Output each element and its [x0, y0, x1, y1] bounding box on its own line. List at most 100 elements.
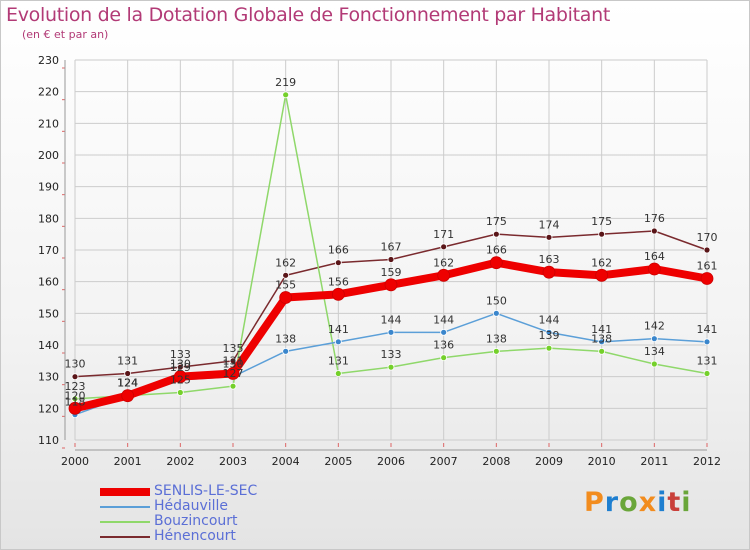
data-point-henencourt — [334, 259, 342, 267]
x-tick-label: 2007 — [430, 455, 458, 468]
data-label-bouzincourt: 133 — [381, 348, 402, 361]
x-tick-label: 2006 — [377, 455, 405, 468]
data-point-senlis-le-sec — [700, 272, 714, 285]
data-point-henencourt — [545, 233, 553, 241]
legend-swatch — [100, 536, 150, 538]
data-label-henencourt: 167 — [381, 241, 402, 254]
y-tick-label: 220 — [38, 86, 59, 99]
y-tick-label: 210 — [38, 117, 59, 130]
y-tick-label: 130 — [38, 371, 59, 384]
x-tick-label: 2011 — [640, 455, 668, 468]
data-label-hedauville: 144 — [433, 313, 454, 326]
legend-swatch — [100, 521, 150, 523]
y-tick-label: 160 — [38, 276, 59, 289]
data-label-hedauville: 141 — [697, 323, 718, 336]
data-label-henencourt: 174 — [539, 218, 560, 231]
data-point-senlis-le-sec — [384, 278, 398, 292]
y-tick-label: 200 — [38, 149, 59, 162]
data-point-hedauville — [492, 309, 500, 317]
data-point-bouzincourt — [334, 370, 342, 377]
data-point-bouzincourt — [650, 360, 658, 368]
data-point-bouzincourt — [229, 382, 237, 390]
data-label-bouzincourt: 131 — [328, 355, 349, 368]
data-point-senlis-le-sec — [173, 370, 187, 384]
data-point-bouzincourt — [282, 91, 290, 99]
data-point-hedauville — [440, 328, 448, 336]
data-point-hedauville — [703, 338, 711, 346]
data-label-bouzincourt: 127 — [223, 367, 244, 380]
data-label-bouzincourt: 136 — [433, 339, 454, 352]
data-point-henencourt — [282, 271, 290, 279]
data-point-senlis-le-sec — [647, 262, 661, 276]
x-tick-label: 2008 — [482, 455, 510, 468]
data-point-henencourt — [492, 230, 500, 238]
data-label-bouzincourt: 139 — [539, 329, 560, 342]
legend-item-senlis: SENLIS-LE-SEC — [100, 483, 320, 500]
x-tick-label: 2003 — [219, 455, 247, 468]
data-label-bouzincourt: 125 — [170, 374, 191, 387]
x-tick-label: 2002 — [166, 455, 194, 468]
y-tick-label: 150 — [38, 307, 59, 320]
data-point-henencourt — [440, 243, 448, 251]
logo-letter: r — [604, 487, 620, 518]
legend-item-bouzincourt: Bouzincourt — [100, 513, 320, 530]
legend-item-henencourt: Hénencourt — [100, 528, 320, 545]
data-point-senlis-le-sec — [437, 268, 451, 282]
y-tick-label: 230 — [38, 54, 59, 67]
x-tick-label: 2000 — [61, 455, 89, 468]
data-label-hedauville: 141 — [328, 323, 349, 336]
data-point-senlis-le-sec — [595, 268, 609, 282]
data-point-senlis-le-sec — [489, 256, 503, 270]
data-label-bouzincourt: 131 — [697, 355, 718, 368]
legend-swatch — [100, 488, 150, 496]
data-point-hedauville — [650, 335, 658, 343]
logo-letter: i — [657, 487, 668, 518]
data-label-hedauville: 138 — [275, 332, 296, 345]
data-label-senlis-le-sec: 155 — [275, 279, 296, 292]
data-label-bouzincourt: 134 — [644, 345, 665, 358]
data-point-senlis-le-sec — [331, 287, 345, 301]
data-label-hedauville: 118 — [65, 396, 86, 409]
data-point-henencourt — [124, 370, 132, 377]
data-label-senlis-le-sec: 156 — [328, 275, 349, 288]
data-label-hedauville: 124 — [117, 377, 138, 390]
logo-letter: o — [619, 487, 639, 518]
data-point-hedauville — [545, 328, 553, 336]
y-tick-label: 170 — [38, 244, 59, 257]
data-point-henencourt — [387, 256, 395, 263]
data-label-senlis-le-sec: 166 — [486, 244, 507, 257]
data-label-bouzincourt: 123 — [65, 380, 86, 393]
data-label-henencourt: 135 — [223, 342, 244, 355]
x-tick-label: 2005 — [324, 455, 352, 468]
data-label-senlis-le-sec: 130 — [170, 358, 191, 371]
legend-label: Hénencourt — [154, 528, 236, 544]
data-label-hedauville: 141 — [591, 323, 612, 336]
logo-letter: i — [681, 487, 692, 518]
data-label-henencourt: 131 — [117, 355, 138, 368]
x-tick-label: 2009 — [535, 455, 563, 468]
data-point-bouzincourt — [387, 363, 395, 371]
legend-swatch — [100, 506, 150, 508]
data-point-henencourt — [71, 373, 79, 381]
data-point-senlis-le-sec — [226, 367, 240, 380]
data-label-senlis-le-sec: 124 — [117, 377, 138, 390]
data-label-henencourt: 162 — [275, 256, 296, 269]
data-point-bouzincourt — [545, 344, 553, 352]
data-point-hedauville — [598, 338, 606, 346]
axes: 110 120 130 140 150 160 170 180 190 200 210 220 230 2… — [38, 54, 721, 468]
y-tick-label: 180 — [38, 212, 59, 225]
data-point-henencourt — [703, 246, 711, 254]
data-point-bouzincourt — [71, 395, 79, 403]
y-tick-label: 190 — [38, 181, 59, 194]
data-label-bouzincourt: 219 — [275, 76, 296, 89]
data-label-hedauville: 144 — [539, 313, 560, 326]
data-label-senlis-le-sec: 120 — [65, 389, 86, 402]
data-point-bouzincourt — [703, 370, 711, 377]
data-label-hedauville: 129 — [170, 361, 191, 374]
data-label-senlis-le-sec: 162 — [591, 256, 612, 269]
y-tick-label: 140 — [38, 339, 59, 352]
data-label-henencourt: 133 — [170, 348, 191, 361]
data-point-senlis-le-sec — [542, 265, 556, 279]
